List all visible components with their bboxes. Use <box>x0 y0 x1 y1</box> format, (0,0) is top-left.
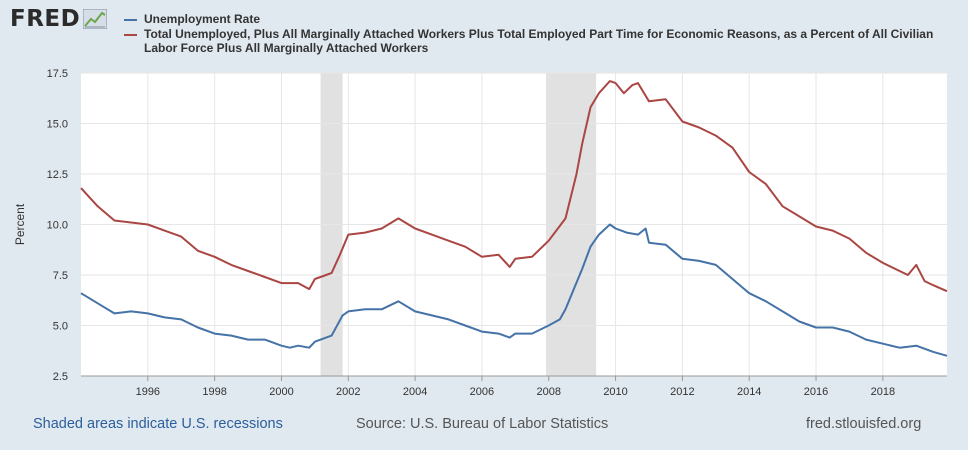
series-line-1 <box>80 80 948 293</box>
x-tick-label-0: 1996 <box>136 386 160 398</box>
y-tick-label-1: 5.0 <box>53 321 68 333</box>
legend-label-series-1: Total Unemployed, Plus All Marginally At… <box>144 26 934 56</box>
legend-swatch-series-1 <box>124 33 137 36</box>
fred-logo-text: FRED <box>10 6 81 32</box>
x-tick-label-9: 2014 <box>737 386 761 398</box>
legend-item-series-1[interactable]: Total Unemployed, Plus All Marginally At… <box>124 27 954 56</box>
fred-logo[interactable]: FRED <box>10 6 108 32</box>
legend-label-series-0: Unemployment Rate <box>144 12 261 26</box>
source-text: Source: U.S. Bureau of Labor Statistics <box>356 416 609 432</box>
y-tick-label-5: 15.0 <box>47 119 68 131</box>
x-tick-label-5: 2006 <box>470 386 494 398</box>
y-tick-label-4: 12.5 <box>47 169 68 181</box>
x-tick-label-11: 2018 <box>871 386 895 398</box>
y-tick-label-0: 2.5 <box>53 371 68 383</box>
y-tick-label-3: 10.0 <box>47 220 68 232</box>
x-tick-label-3: 2002 <box>336 386 360 398</box>
legend-swatch-series-0 <box>124 19 137 21</box>
x-tick-label-10: 2016 <box>804 386 828 398</box>
x-tick-label-1: 1998 <box>202 386 226 398</box>
y-tick-label-6: 17.5 <box>47 68 68 80</box>
y-tick-label-2: 7.5 <box>53 270 68 282</box>
chart-legend: Unemployment Rate Total Unemployed, Plus… <box>124 12 954 56</box>
site-link[interactable]: fred.stlouisfed.org <box>806 416 922 432</box>
series-line-0 <box>80 223 948 357</box>
line-chart: 2.5 5.0 7.5 10.0 12.5 15.0 17.5 1996 1998 2000 200… <box>13 68 948 398</box>
legend-item-series-0[interactable]: Unemployment Rate <box>124 12 954 27</box>
x-tick-label-6: 2008 <box>537 386 561 398</box>
y-axis-label: Percent <box>13 203 27 245</box>
x-tick-label-8: 2012 <box>670 386 694 398</box>
x-tick-label-4: 2004 <box>403 386 427 398</box>
x-tick-label-7: 2010 <box>603 386 627 398</box>
x-tick-label-2: 2000 <box>269 386 293 398</box>
recessions-note-link[interactable]: Shaded areas indicate U.S. recessions <box>33 416 283 432</box>
line-chart-icon <box>83 9 108 29</box>
